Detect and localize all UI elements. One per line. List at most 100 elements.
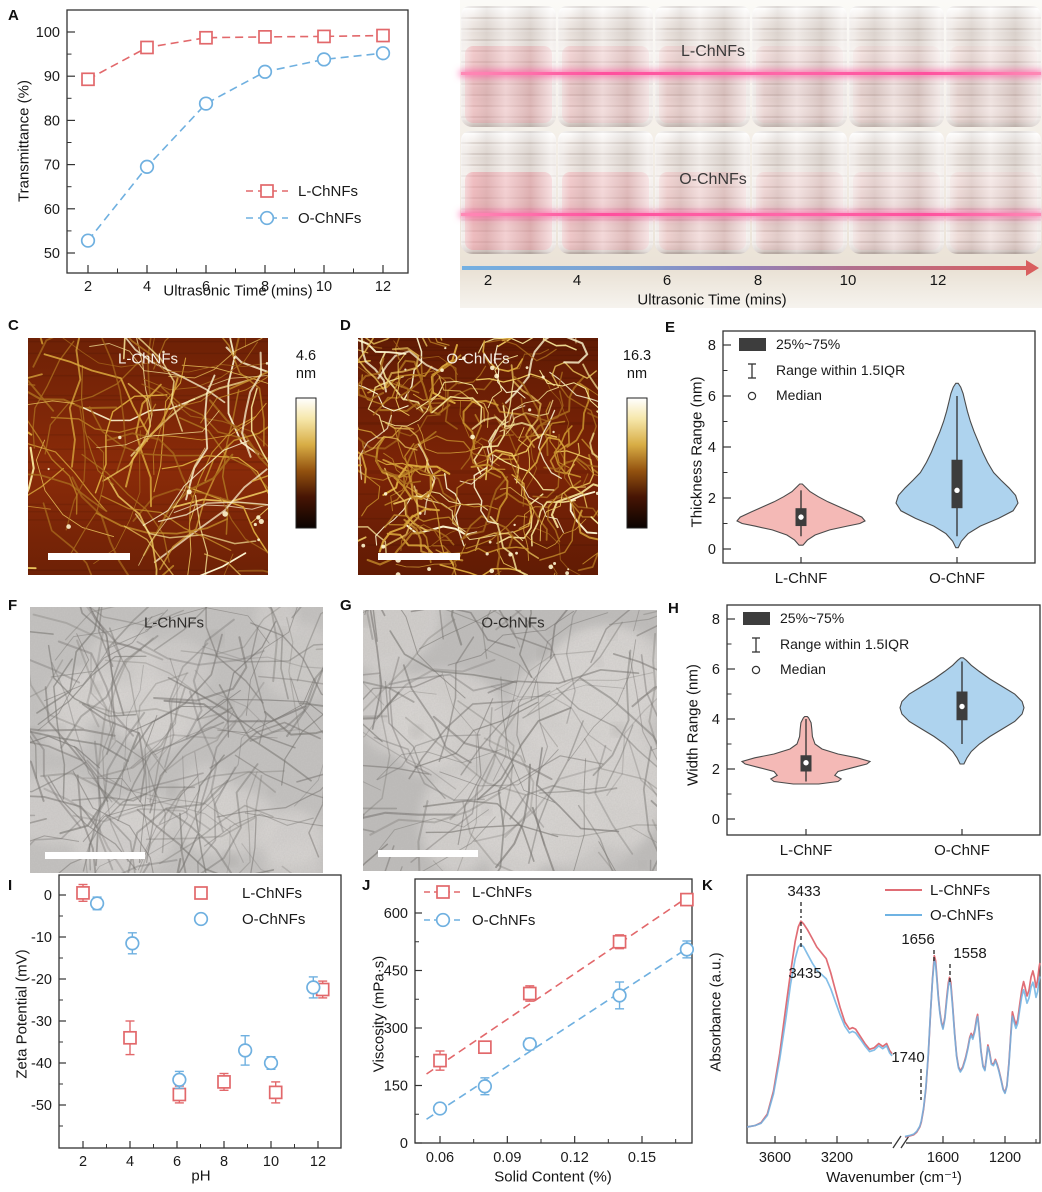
panel-h-letter: H [668,600,679,617]
b-time-tick: 8 [753,272,763,289]
svg-text:0.09: 0.09 [493,1150,521,1166]
d-colorbar-unit: nm [626,366,648,382]
svg-text:Median: Median [776,387,822,403]
svg-text:6: 6 [173,1154,181,1170]
svg-text:1740: 1740 [891,1049,924,1066]
svg-text:1656: 1656 [901,931,934,948]
svg-text:1600: 1600 [927,1150,959,1166]
width-violin-chart: 0 2 4 6 8 L-ChNF O-ChNF 25%~75% Range within 1.5… [712,604,1041,859]
svg-text:4: 4 [126,1154,134,1170]
svg-text:L-ChNF: L-ChNF [775,570,828,587]
b-x-axis-label: Ultrasonic Time (mins) [637,291,787,309]
svg-text:150: 150 [384,1079,408,1095]
svg-text:O-ChNFs: O-ChNFs [930,907,993,924]
svg-text:1200: 1200 [989,1150,1021,1166]
svg-text:4: 4 [712,712,720,728]
svg-text:2: 2 [84,279,92,295]
svg-text:Range within 1.5IQR: Range within 1.5IQR [780,636,909,652]
svg-text:L-ChNF: L-ChNF [780,842,833,859]
svg-text:0.06: 0.06 [426,1150,454,1166]
svg-text:L-ChNFs: L-ChNFs [472,884,532,901]
svg-text:4: 4 [143,279,151,295]
afm-image-o-chnfs [358,338,648,575]
b-bottom-row-label: O-ChNFs [679,171,747,188]
svg-text:-50: -50 [31,1098,52,1114]
transmittance-chart: 2 4 6 8 10 12 50 60 70 80 90 100 L-ChNFs O-ChNFs [36,9,409,295]
svg-text:8: 8 [261,279,269,295]
svg-text:O-ChNFs: O-ChNFs [242,911,305,928]
panel-d-letter: D [340,317,351,334]
svg-text:6: 6 [202,279,210,295]
e-y-axis-label: Thickness Range (nm) [688,376,706,528]
svg-text:O-ChNF: O-ChNF [929,570,985,587]
svg-text:8: 8 [712,612,720,628]
ftir-spectra-chart: 3600 3200 1600 1200 3433 3435 1740 1656 1558 L-Ch… [746,874,1041,1166]
j-y-axis-label: Viscosity (mPa·s) [370,955,388,1073]
svg-text:10: 10 [263,1154,279,1170]
svg-text:8: 8 [708,338,716,354]
svg-text:12: 12 [310,1154,326,1170]
svg-text:80: 80 [44,113,60,129]
vial [461,6,556,127]
svg-text:Range within 1.5IQR: Range within 1.5IQR [776,362,905,378]
h-y-axis-label: Width Range (nm) [684,664,702,786]
vial [752,131,847,254]
vial [655,131,750,254]
vial-row-l-chnfs [461,6,1041,127]
svg-text:O-ChNFs: O-ChNFs [298,210,361,227]
b-top-row-label: L-ChNFs [680,43,746,60]
vial [752,6,847,127]
panel-k-letter: K [702,877,713,894]
svg-text:6: 6 [712,662,720,678]
c-colorbar-unit: nm [295,366,317,382]
svg-text:25%~75%: 25%~75% [780,610,844,626]
time-gradient-arrow [462,266,1028,270]
svg-text:L-ChNFs: L-ChNFs [930,882,990,899]
k-x-axis-label: Wavenumber (cm⁻¹) [826,1169,962,1186]
d-image-label: O-ChNFs [446,350,510,368]
vial [461,131,556,254]
svg-text:3433: 3433 [787,883,820,900]
svg-text:0.12: 0.12 [561,1150,589,1166]
svg-text:3200: 3200 [821,1150,853,1166]
j-x-axis-label: Solid Content (%) [494,1168,612,1186]
b-time-tick: 4 [572,272,582,289]
svg-text:2: 2 [708,491,716,507]
k-y-axis-label: Absorbance (a.u.) [707,952,725,1072]
svg-text:1558: 1558 [953,945,986,962]
svg-text:90: 90 [44,69,60,85]
thickness-violin-chart: 0 2 4 6 8 L-ChNF O-ChNF 25%~75% Range within 1.5… [708,330,1036,587]
svg-text:4: 4 [708,440,716,456]
i-x-axis-label: pH [191,1167,211,1185]
svg-text:L-ChNFs: L-ChNFs [298,183,358,200]
viscosity-chart: 0.06 0.09 0.12 0.15 0 150 300 450 600 L-ChNFs O-Ch… [384,878,695,1166]
panel-j-letter: J [362,877,371,894]
svg-text:3600: 3600 [759,1150,791,1166]
panel-e-letter: E [665,319,676,336]
svg-text:100: 100 [36,25,60,41]
svg-text:O-ChNF: O-ChNF [934,842,990,859]
b-time-tick: 10 [839,272,857,289]
svg-text:60: 60 [44,202,60,218]
svg-text:-10: -10 [31,930,52,946]
svg-text:0: 0 [400,1136,408,1152]
svg-text:0: 0 [712,812,720,828]
g-image-label: O-ChNFs [481,614,545,632]
vial-row-o-chnfs [461,131,1041,254]
b-time-tick: 6 [662,272,672,289]
c-image-label: L-ChNFs [117,350,179,368]
panel-g-letter: G [340,597,352,614]
laser-line [461,71,1041,75]
svg-text:-30: -30 [31,1014,52,1030]
a-y-axis-label: Transmittance (%) [15,80,33,202]
svg-text:450: 450 [384,964,408,980]
vial [558,131,653,254]
svg-text:600: 600 [384,906,408,922]
vial [849,6,944,127]
vial [655,6,750,127]
a-x-axis-label: Ultrasonic Time (mins) [163,282,313,300]
svg-text:Median: Median [780,661,826,677]
panel-i-letter: I [8,877,13,894]
vial [849,131,944,254]
